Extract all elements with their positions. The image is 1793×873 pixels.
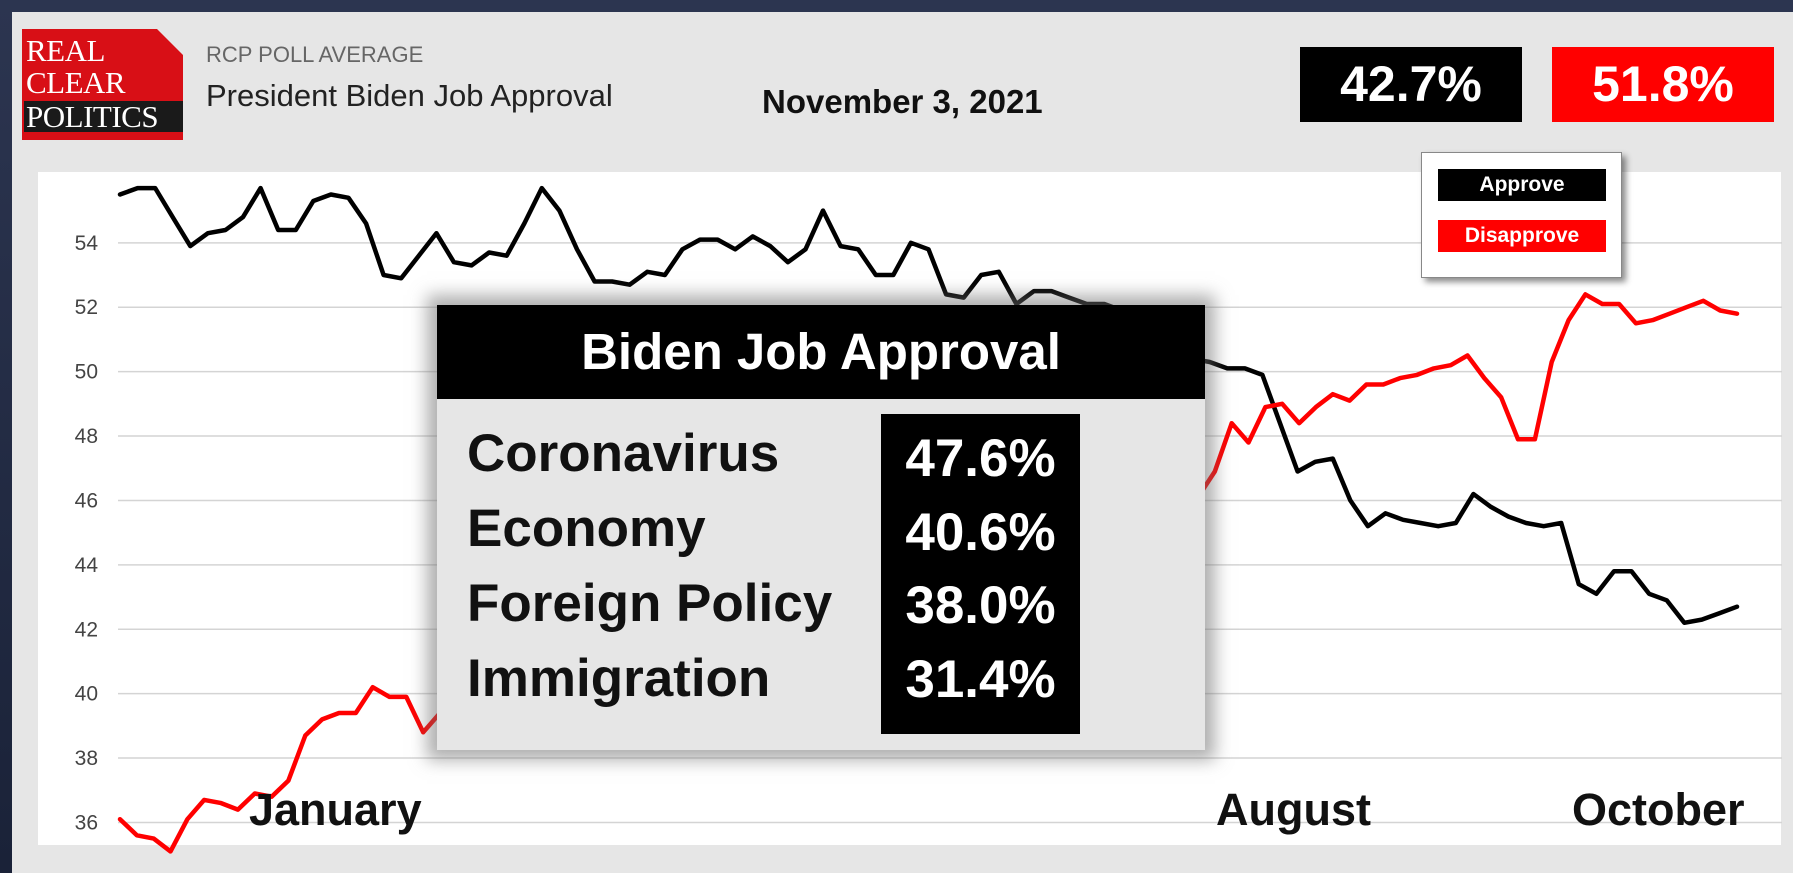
issue-value-coronavirus: 47.6% — [905, 429, 1056, 488]
x-label-august: August — [1216, 784, 1371, 835]
approve-value-box: 42.7% — [1300, 47, 1522, 122]
chart-legend: Approve Disapprove — [1421, 152, 1622, 278]
issue-value-foreign-policy: 38.0% — [905, 576, 1056, 635]
y-tick-label: 46 — [75, 489, 98, 512]
legend-approve: Approve — [1438, 169, 1606, 201]
issue-value-immigration: 31.4% — [905, 650, 1056, 709]
logo-line-politics: POLITICS — [24, 101, 183, 132]
issue-approval-panel: Biden Job Approval Coronavirus Economy F… — [437, 305, 1205, 750]
x-label-january: January — [249, 784, 422, 835]
legend-disapprove: Disapprove — [1438, 220, 1606, 252]
logo-line-real: REAL — [26, 33, 105, 68]
poll-average-subtitle: RCP POLL AVERAGE — [206, 42, 424, 67]
issue-panel-title: Biden Job Approval — [437, 305, 1205, 399]
series-line-approve — [117, 185, 1740, 626]
logo-line-clear: CLEAR — [26, 65, 126, 100]
issue-label-economy: Economy — [467, 499, 706, 558]
y-tick-label: 54 — [75, 232, 99, 255]
issue-label-foreign-policy: Foreign Policy — [467, 574, 833, 633]
x-label-october: October — [1572, 784, 1745, 835]
y-axis-ticks: 36 38 40 42 44 46 48 50 52 54 — [75, 232, 99, 835]
y-tick-label: 44 — [75, 554, 99, 577]
y-tick-label: 52 — [75, 296, 98, 319]
y-tick-label: 38 — [75, 747, 98, 770]
chart-title: President Biden Job Approval — [206, 78, 613, 113]
poll-date: November 3, 2021 — [762, 83, 1043, 120]
logo-corner-fold — [157, 29, 183, 55]
realclearpolitics-logo: REAL CLEAR POLITICS — [22, 29, 183, 140]
y-tick-label: 42 — [75, 618, 98, 641]
y-tick-label: 36 — [75, 811, 98, 834]
y-tick-label: 50 — [75, 361, 98, 384]
issue-label-immigration: Immigration — [467, 649, 771, 708]
issue-values-column: 47.6% 40.6% 38.0% 31.4% — [881, 414, 1080, 734]
disapprove-value-box: 51.8% — [1552, 47, 1774, 122]
y-tick-label: 40 — [75, 683, 98, 706]
y-tick-label: 48 — [75, 425, 98, 448]
issue-label-coronavirus: Coronavirus — [467, 424, 780, 483]
issue-value-economy: 40.6% — [905, 503, 1056, 562]
